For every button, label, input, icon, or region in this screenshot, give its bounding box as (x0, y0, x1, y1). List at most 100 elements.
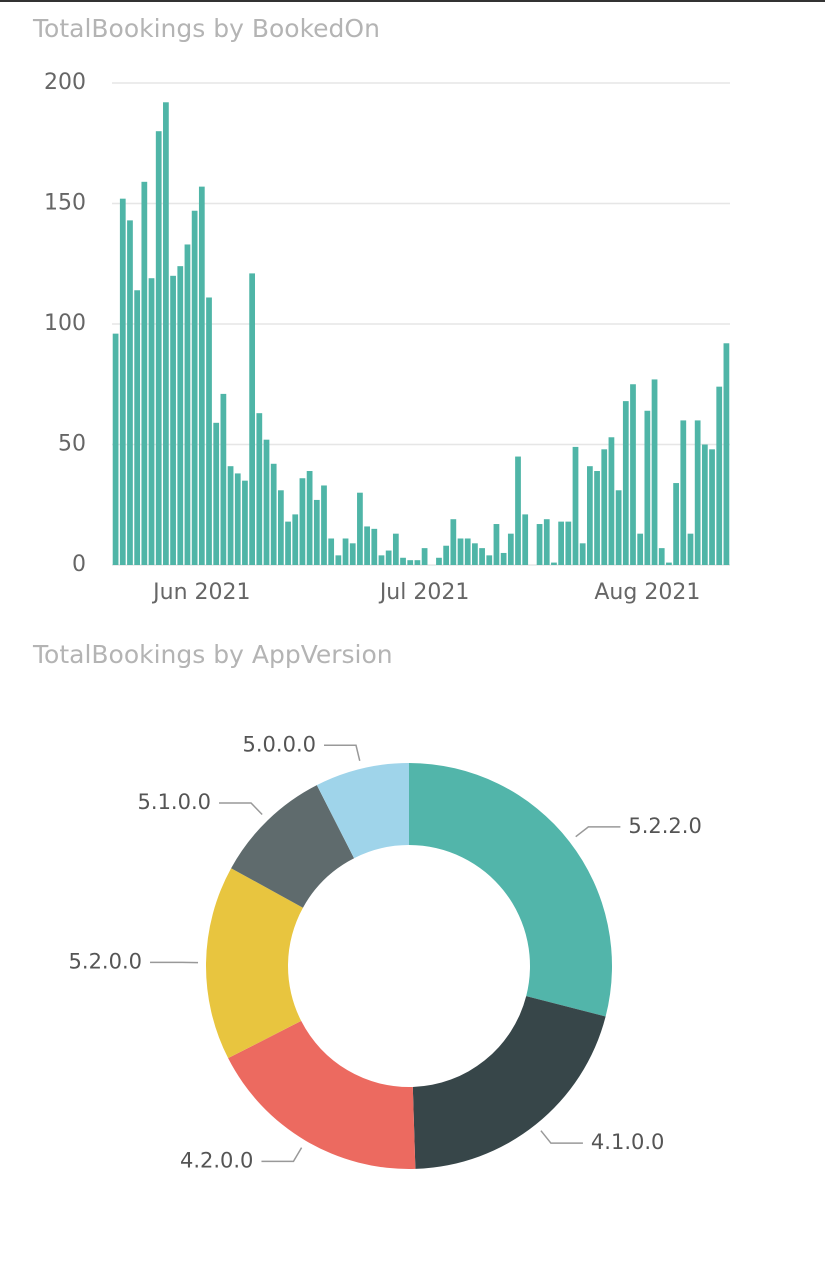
bar (479, 548, 485, 565)
bar (522, 514, 529, 565)
bar (716, 386, 723, 565)
donut-slice (412, 996, 606, 1169)
bar (701, 444, 708, 565)
bar (227, 466, 234, 565)
slice-label: 5.1.0.0 (138, 790, 211, 814)
bar (536, 524, 543, 565)
bar (407, 560, 414, 565)
bar (299, 478, 306, 565)
bar (292, 514, 299, 565)
bar (436, 557, 442, 565)
bar (687, 533, 694, 565)
bar (694, 420, 701, 565)
bar (134, 290, 141, 565)
bar (622, 401, 629, 565)
bar (543, 519, 550, 565)
bar (249, 273, 256, 565)
bar (551, 562, 557, 565)
y-tick-label: 0 (72, 552, 86, 577)
leader-line (575, 826, 621, 838)
top-border (0, 0, 825, 2)
bar (191, 210, 198, 566)
y-tick-label: 150 (44, 191, 86, 216)
bar (155, 131, 162, 565)
bar (119, 198, 126, 565)
x-tick-label: Jun 2021 (151, 580, 250, 605)
bar (127, 220, 133, 565)
bar (277, 490, 284, 565)
bar (594, 471, 600, 565)
bar (673, 483, 679, 565)
bar (493, 524, 500, 565)
bar (443, 545, 450, 565)
bar (615, 490, 622, 565)
bar (163, 102, 169, 565)
donut-slice (409, 763, 612, 1017)
donut-slice (231, 785, 355, 908)
bar (306, 471, 313, 565)
bar (349, 543, 356, 565)
bar (565, 521, 572, 565)
bar (234, 473, 241, 565)
bar (321, 485, 327, 565)
bar (177, 266, 184, 565)
bar (414, 560, 421, 565)
leader-line (540, 1130, 583, 1144)
bar (558, 521, 565, 565)
bar (630, 384, 636, 565)
bar (112, 333, 119, 565)
bar (680, 420, 687, 565)
bar (170, 275, 176, 565)
leader-line (261, 1147, 303, 1163)
bar (285, 521, 291, 565)
bar (242, 480, 248, 565)
bar (658, 548, 665, 565)
bar (666, 562, 672, 565)
bar (220, 393, 227, 565)
bar (709, 449, 715, 565)
bar (515, 456, 521, 565)
bar (357, 492, 363, 565)
x-tick-label: Jul 2021 (378, 580, 470, 605)
bar (263, 439, 270, 565)
slice-label: 4.2.0.0 (180, 1148, 253, 1172)
bar (457, 538, 464, 565)
bar (378, 555, 385, 565)
bar (364, 526, 370, 565)
slice-label: 4.1.0.0 (591, 1130, 664, 1154)
bar (472, 543, 478, 565)
leader-line (219, 802, 263, 815)
bar (313, 499, 320, 565)
bar (464, 538, 471, 565)
bar (644, 410, 651, 565)
slice-label: 5.2.2.0 (628, 814, 701, 838)
donut-slice (228, 1020, 416, 1169)
donut-slice (316, 763, 409, 859)
bar (385, 550, 392, 565)
bar (184, 244, 191, 565)
bar (601, 449, 608, 565)
bar (213, 422, 220, 565)
y-tick-label: 200 (44, 70, 86, 95)
bar (637, 533, 644, 565)
bar (421, 548, 428, 565)
chart-title: TotalBookings by AppVersion (32, 640, 393, 669)
y-tick-label: 50 (58, 432, 86, 457)
slice-label: 5.0.0.0 (243, 732, 316, 756)
bar (608, 437, 615, 565)
y-tick-label: 100 (44, 311, 86, 336)
bar (586, 466, 593, 565)
bar (342, 538, 349, 565)
bar (450, 519, 457, 565)
x-tick-label: Aug 2021 (594, 580, 700, 605)
bar (371, 528, 378, 565)
bar (400, 557, 406, 565)
leader-line (324, 744, 361, 762)
bar (572, 446, 579, 565)
bar (507, 533, 514, 565)
bar (256, 413, 263, 565)
bar (723, 343, 730, 565)
bar (270, 463, 277, 565)
bar (335, 555, 342, 565)
bar (486, 555, 493, 565)
